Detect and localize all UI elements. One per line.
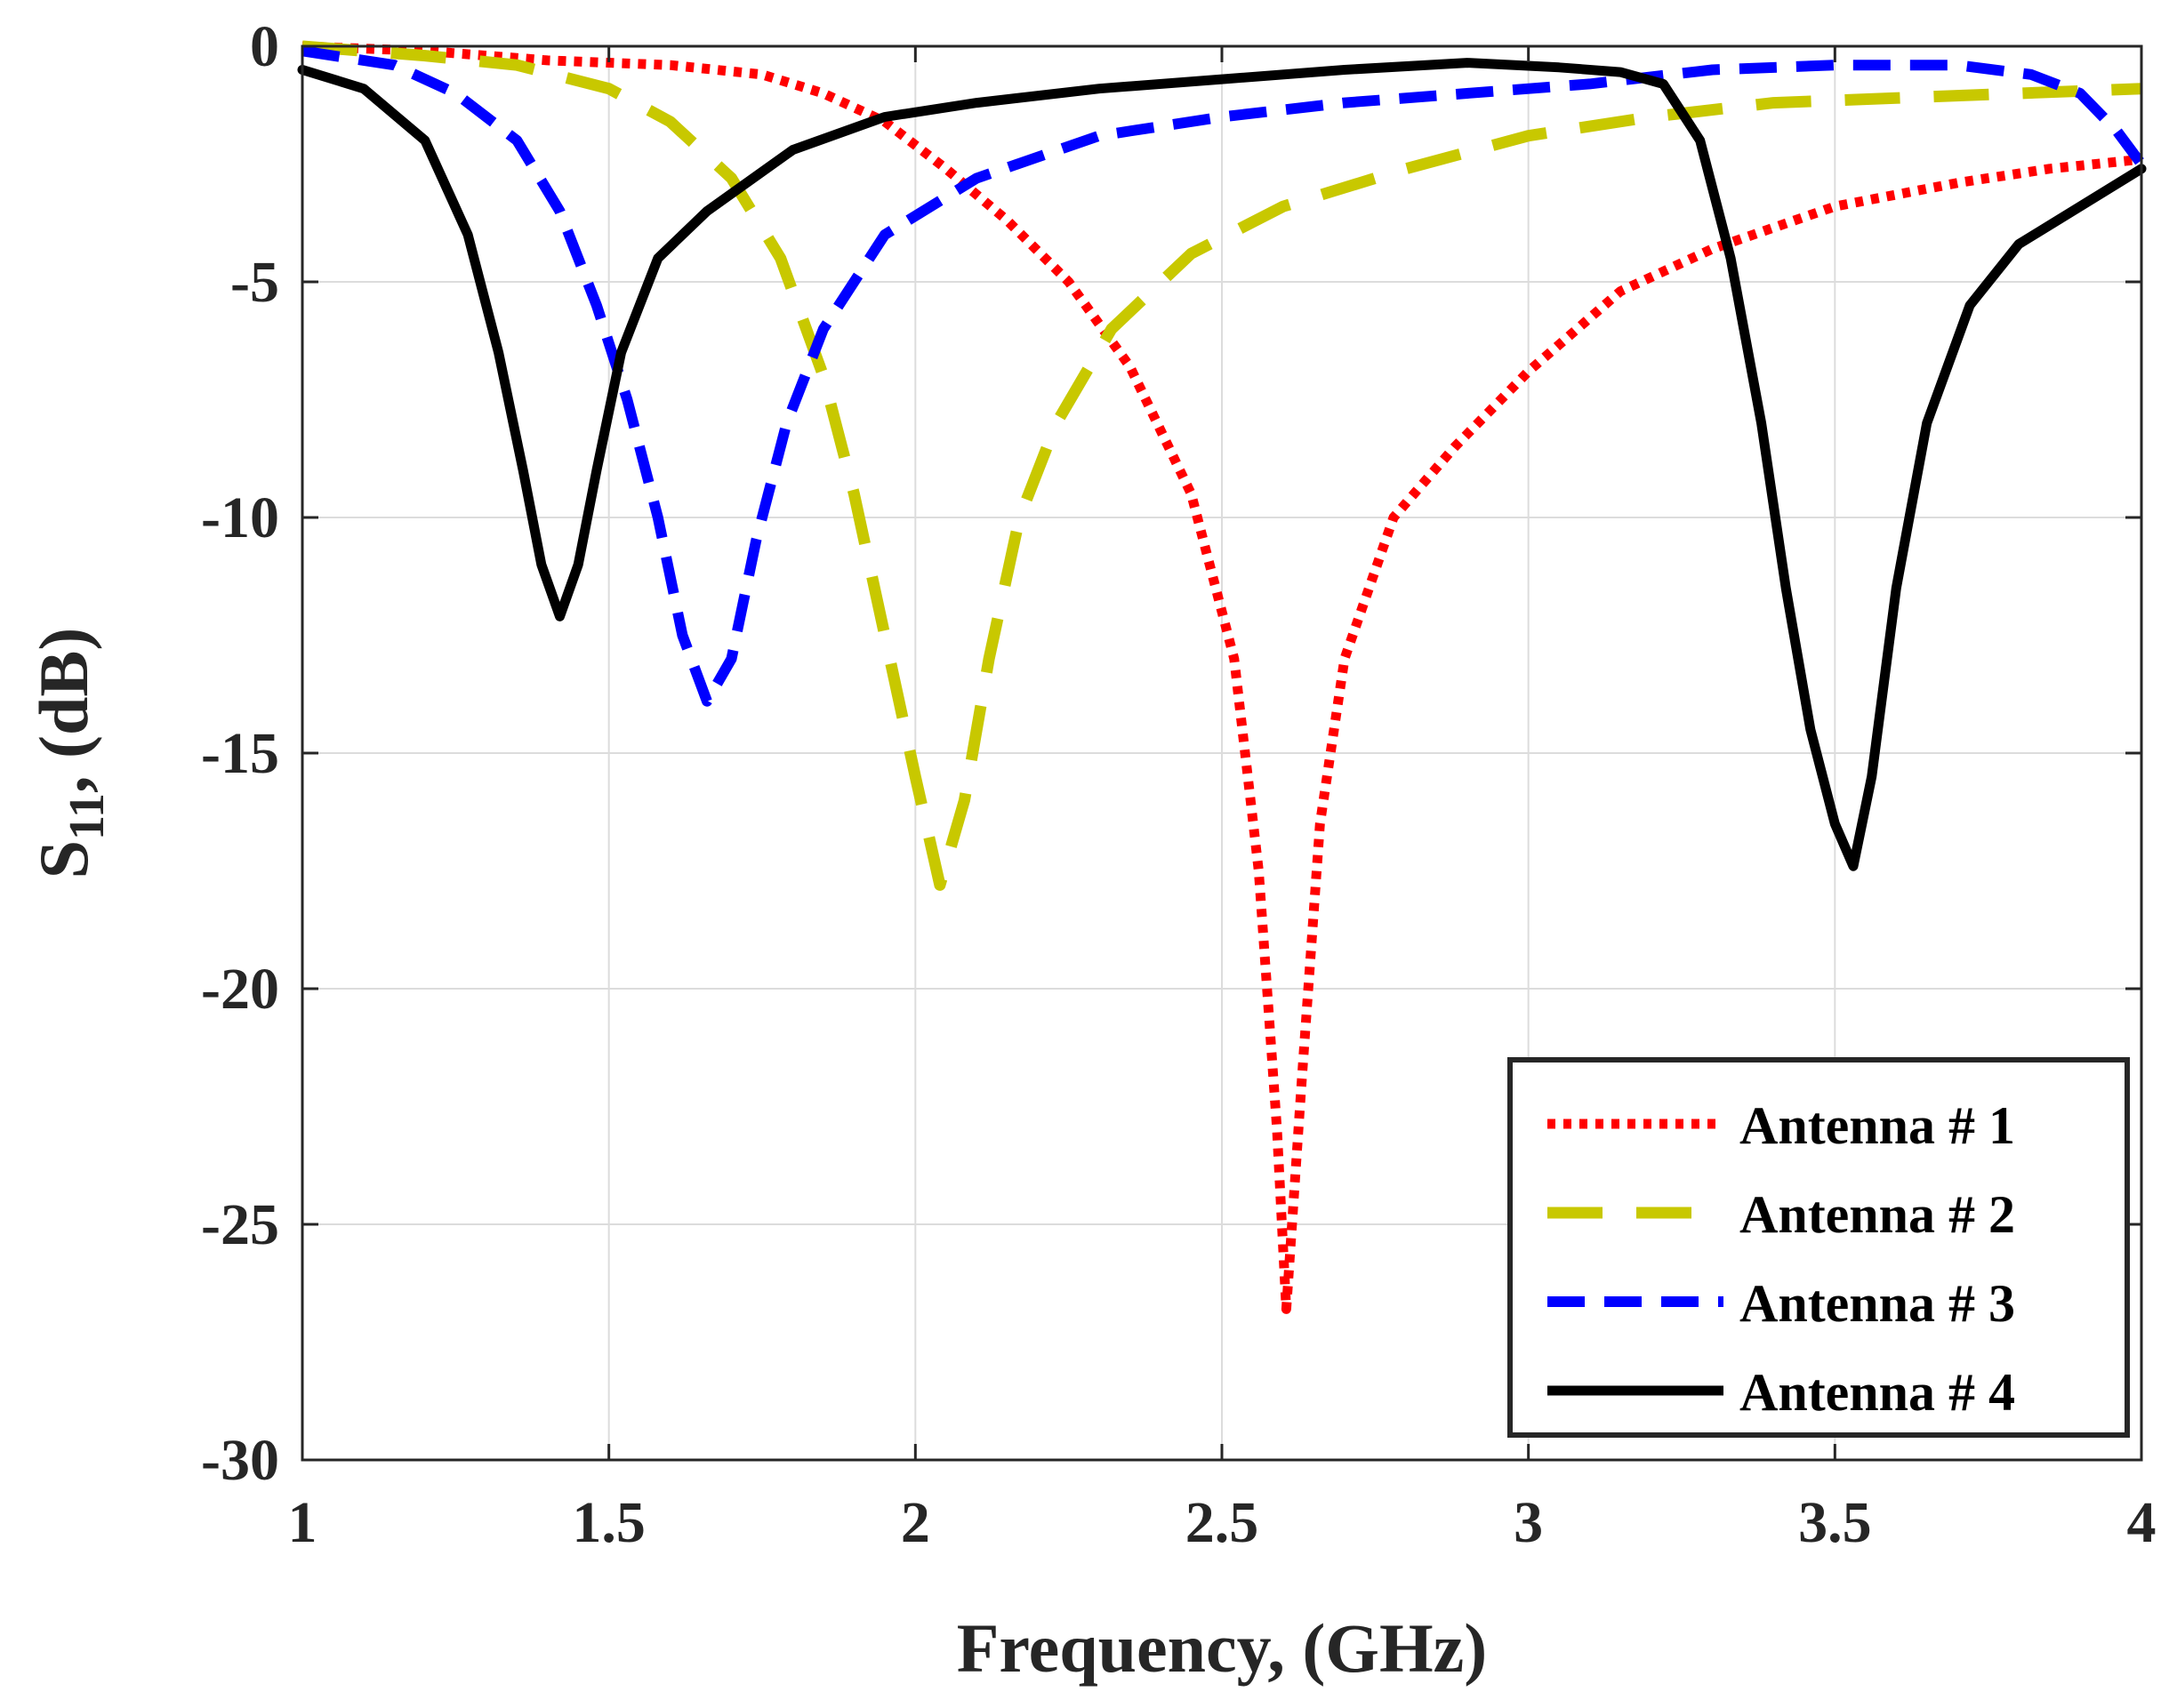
y-tick-label: -30 — [201, 1428, 279, 1493]
series-line-antenna-1 — [301, 41, 2142, 1314]
y-axis-title-subscript: 11 — [60, 793, 115, 840]
x-tick-label: 4 — [2127, 1490, 2157, 1555]
y-tick-label: 0 — [250, 14, 279, 79]
x-axis-ticks: 1 1.5 2 2.5 3 3.5 4 — [288, 46, 2157, 1555]
y-axis-title-main: S — [25, 840, 102, 878]
x-tick-label: 1.5 — [572, 1490, 646, 1555]
x-axis-title: Frequency, (GHz) — [957, 1609, 1487, 1687]
x-tick-label: 2 — [901, 1490, 930, 1555]
legend-label-antenna-3: Antenna # 3 — [1739, 1274, 2015, 1333]
legend-label-antenna-1: Antenna # 1 — [1739, 1096, 2015, 1155]
y-axis-title: S11, (dB) — [25, 628, 115, 879]
y-tick-label: -25 — [201, 1192, 279, 1257]
x-tick-label: 3 — [1514, 1490, 1543, 1555]
plot-area — [297, 40, 2147, 1314]
legend-label-antenna-2: Antenna # 2 — [1739, 1185, 2015, 1244]
y-tick-label: -5 — [230, 250, 279, 315]
y-axis-ticks: 0 -5 -10 -15 -20 -25 -30 — [201, 14, 2141, 1493]
x-tick-label: 2.5 — [1185, 1490, 1259, 1555]
legend-label-antenna-4: Antenna # 4 — [1739, 1363, 2015, 1422]
y-axis-title-rest: , (dB) — [25, 628, 102, 793]
y-tick-label: -20 — [201, 957, 279, 1022]
x-tick-label: 1 — [288, 1490, 317, 1555]
y-tick-label: -15 — [201, 721, 279, 786]
series-line-antenna-2 — [301, 40, 2142, 891]
x-tick-label: 3.5 — [1798, 1490, 1872, 1555]
legend: Antenna # 1 Antenna # 2 Antenna # 3 Antenna… — [1507, 1057, 2130, 1438]
y-tick-label: -10 — [201, 485, 279, 550]
series-line-antenna-3 — [301, 45, 2146, 707]
series-line-antenna-4 — [297, 58, 2147, 871]
